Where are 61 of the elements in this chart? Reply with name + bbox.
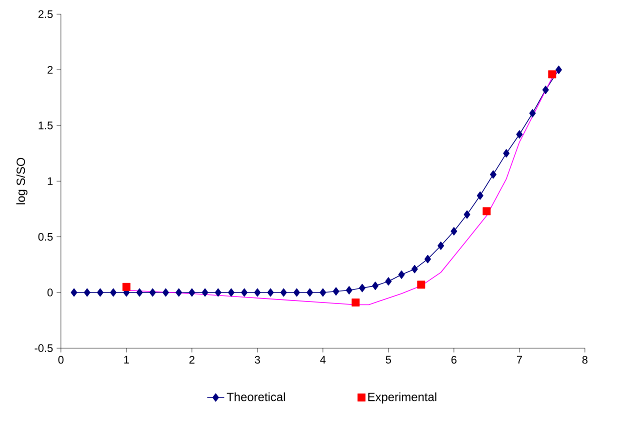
y-tick-label: 2.5 xyxy=(38,10,53,18)
x-tick-label: 7 xyxy=(516,356,522,364)
point xyxy=(438,242,444,250)
point xyxy=(320,288,326,297)
point xyxy=(424,254,431,264)
point xyxy=(293,288,300,297)
legend-label: Theoretical xyxy=(226,392,285,402)
point xyxy=(398,270,405,279)
point xyxy=(84,288,90,297)
y-tick-label: 0 xyxy=(47,288,53,296)
point xyxy=(346,286,352,294)
point xyxy=(96,288,104,297)
point xyxy=(110,288,117,297)
point xyxy=(358,284,366,292)
x-tick-label: 2 xyxy=(189,356,194,364)
point xyxy=(306,288,314,297)
legend-label: Experimental xyxy=(368,392,436,404)
point xyxy=(122,282,130,291)
point xyxy=(202,288,208,297)
point xyxy=(372,282,379,290)
point xyxy=(188,288,196,297)
x-tick-label: 8 xyxy=(582,356,588,364)
point xyxy=(136,288,143,297)
point xyxy=(267,288,274,297)
point xyxy=(482,207,491,216)
point xyxy=(162,288,169,297)
point xyxy=(70,288,78,297)
x-tick-label: 6 xyxy=(451,356,456,364)
x-tick-label: 5 xyxy=(386,356,391,364)
y-axis-title: log S/SO xyxy=(16,158,28,204)
point xyxy=(516,130,523,139)
point xyxy=(176,288,182,297)
point xyxy=(464,210,470,219)
y-tick-label: 0.5 xyxy=(38,232,53,241)
point xyxy=(241,288,248,297)
point xyxy=(548,70,556,78)
point xyxy=(476,191,484,200)
point xyxy=(280,288,287,297)
point xyxy=(254,288,261,297)
x-tick-label: 0 xyxy=(58,356,64,364)
point xyxy=(555,66,562,74)
point xyxy=(228,288,234,297)
point xyxy=(352,298,360,306)
y-tick-label: 1.5 xyxy=(38,122,53,130)
point xyxy=(417,280,426,289)
x-tick-label: 3 xyxy=(254,356,260,364)
point xyxy=(529,109,536,118)
x-tick-label: 1 xyxy=(124,356,129,364)
point xyxy=(411,264,418,274)
y-tick-label: -0.5 xyxy=(34,344,53,352)
point xyxy=(385,277,392,286)
point xyxy=(332,287,340,296)
point xyxy=(503,149,510,158)
point xyxy=(450,227,458,236)
x-tick-label: 4 xyxy=(320,356,326,364)
y-tick-label: 2 xyxy=(48,66,53,74)
y-tick-label: 1 xyxy=(48,177,53,185)
point xyxy=(490,170,496,179)
point xyxy=(214,288,222,297)
point xyxy=(149,288,156,297)
point xyxy=(542,86,549,94)
